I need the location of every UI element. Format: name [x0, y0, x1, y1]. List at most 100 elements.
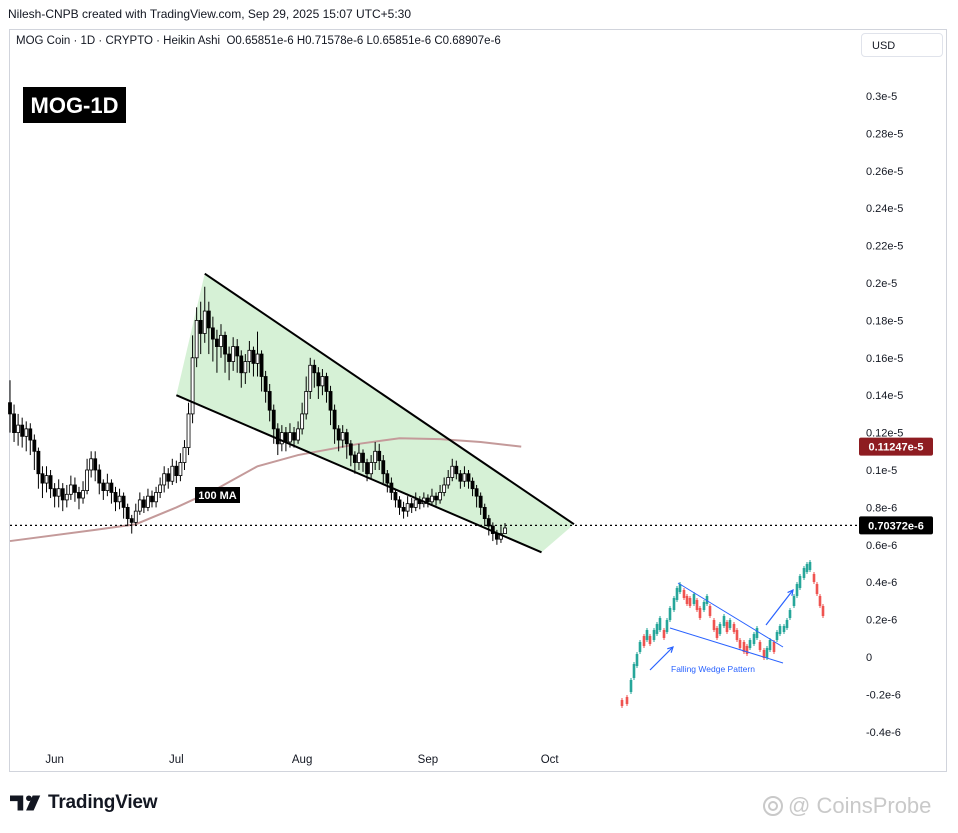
- candle-body: [121, 495, 126, 508]
- inset-candle-body: [682, 590, 686, 598]
- candle-body: [109, 482, 114, 493]
- y-tick-label: -0.4e-6: [866, 727, 901, 739]
- symbol-legend: MOG Coin · 1D · CRYPTO · Heikin Ashi O0.…: [16, 35, 501, 47]
- candle-body: [300, 413, 305, 430]
- y-tick-label: 0.3e-5: [866, 91, 897, 103]
- candle-body: [434, 495, 438, 501]
- candle-body: [40, 473, 45, 484]
- candle-body: [478, 495, 483, 508]
- candle-body: [482, 506, 487, 520]
- inset-pattern-label: Falling Wedge Pattern: [671, 664, 755, 674]
- candle-body: [385, 473, 390, 484]
- inset-candle-body: [675, 588, 679, 600]
- candle-body: [454, 465, 459, 475]
- candle-body: [316, 372, 321, 387]
- candle-body: [194, 319, 199, 359]
- inset-candle-body: [762, 650, 766, 658]
- candle-body: [369, 462, 374, 475]
- y-tick-label: 0.22e-5: [866, 241, 903, 253]
- ma-label-box: [195, 487, 240, 503]
- candle-body: [239, 355, 244, 374]
- candle-body: [223, 334, 227, 355]
- candle-body: [336, 428, 341, 441]
- inset-candle-body: [735, 630, 739, 640]
- candle-body: [73, 484, 77, 493]
- currency-button[interactable]: USD: [861, 33, 943, 57]
- candle-body: [267, 391, 272, 411]
- inset-candle-body: [758, 642, 762, 650]
- inset-candle-body: [752, 634, 756, 644]
- candle-body: [401, 506, 406, 512]
- candle-body: [16, 424, 21, 433]
- inset-candle-body: [802, 568, 806, 578]
- candle-body: [12, 413, 16, 433]
- inset-arrow-left: [649, 646, 674, 671]
- candle-body: [202, 310, 207, 334]
- candle-body: [129, 518, 134, 523]
- candle-body: [44, 475, 49, 484]
- current-price-tag: [859, 516, 933, 535]
- candle-body: [426, 497, 430, 503]
- inset-candle-body: [768, 640, 772, 650]
- inset-candle-body: [629, 680, 633, 692]
- ohlc-close: C0.68907e-6: [434, 35, 501, 47]
- inset-candle-body: [718, 624, 722, 634]
- candle-body: [146, 495, 150, 508]
- inset-candle-body: [705, 596, 709, 604]
- tradingview-logo[interactable]: TradingView: [10, 792, 158, 814]
- candle-body: [48, 475, 53, 490]
- candle-body: [190, 357, 195, 415]
- candle-body: [137, 499, 142, 512]
- candle-body: [56, 488, 61, 497]
- candle-body: [405, 503, 410, 512]
- candle-body: [393, 492, 398, 501]
- candle-body: [20, 424, 25, 437]
- candle-body: [97, 469, 102, 484]
- inset-candle-body: [742, 642, 746, 652]
- watermark-brand: CoinsProbe: [816, 793, 932, 818]
- candle-body: [292, 432, 296, 441]
- candle-body: [279, 432, 284, 445]
- inset-candle-body: [821, 606, 825, 616]
- candle-body: [450, 465, 455, 478]
- candle-body: [182, 447, 187, 463]
- symbol-name[interactable]: MOG Coin · 1D · CRYPTO · Heikin Ashi: [16, 35, 221, 47]
- x-tick-label: Jul: [169, 754, 184, 766]
- candle-body: [438, 492, 442, 501]
- inset-arrow-left-head: [667, 646, 674, 653]
- inset-candle-body: [792, 596, 796, 606]
- inset-candle-body: [738, 640, 742, 648]
- candle-body: [296, 428, 300, 441]
- candle-body: [503, 527, 507, 534]
- inset-candle-body: [692, 594, 696, 604]
- inset-candle-body: [665, 620, 669, 632]
- candle-body: [409, 503, 414, 508]
- candle-body: [365, 462, 369, 475]
- candle-body: [154, 492, 158, 503]
- x-tick-label: Oct: [541, 754, 560, 766]
- inset-arrow-right: [765, 589, 794, 626]
- inset-candle-body: [685, 596, 689, 604]
- candle-body: [52, 488, 57, 497]
- inset-candle-body: [728, 620, 732, 628]
- ma-value: 0.11247e-5: [868, 442, 923, 454]
- candle-body: [357, 452, 361, 463]
- inset-candle-body: [795, 584, 799, 596]
- candle-body: [462, 473, 467, 482]
- candle-body: [320, 376, 325, 387]
- candle-body: [446, 477, 451, 486]
- tradingview-logo-icon: [10, 795, 41, 811]
- candle-body: [361, 452, 365, 463]
- tradingview-brand: TradingView: [48, 792, 158, 813]
- candle-body: [93, 458, 98, 471]
- candle-body: [125, 506, 130, 520]
- candle-body: [340, 432, 345, 441]
- ohlc-high: H0.71578e-6: [296, 35, 364, 47]
- inset-candle-body: [785, 620, 789, 628]
- candle-body: [373, 450, 378, 463]
- current-price-value: 0.70372e-6: [868, 520, 924, 532]
- candle-body: [117, 495, 122, 503]
- candle-body: [206, 310, 211, 329]
- candle-body: [81, 490, 85, 499]
